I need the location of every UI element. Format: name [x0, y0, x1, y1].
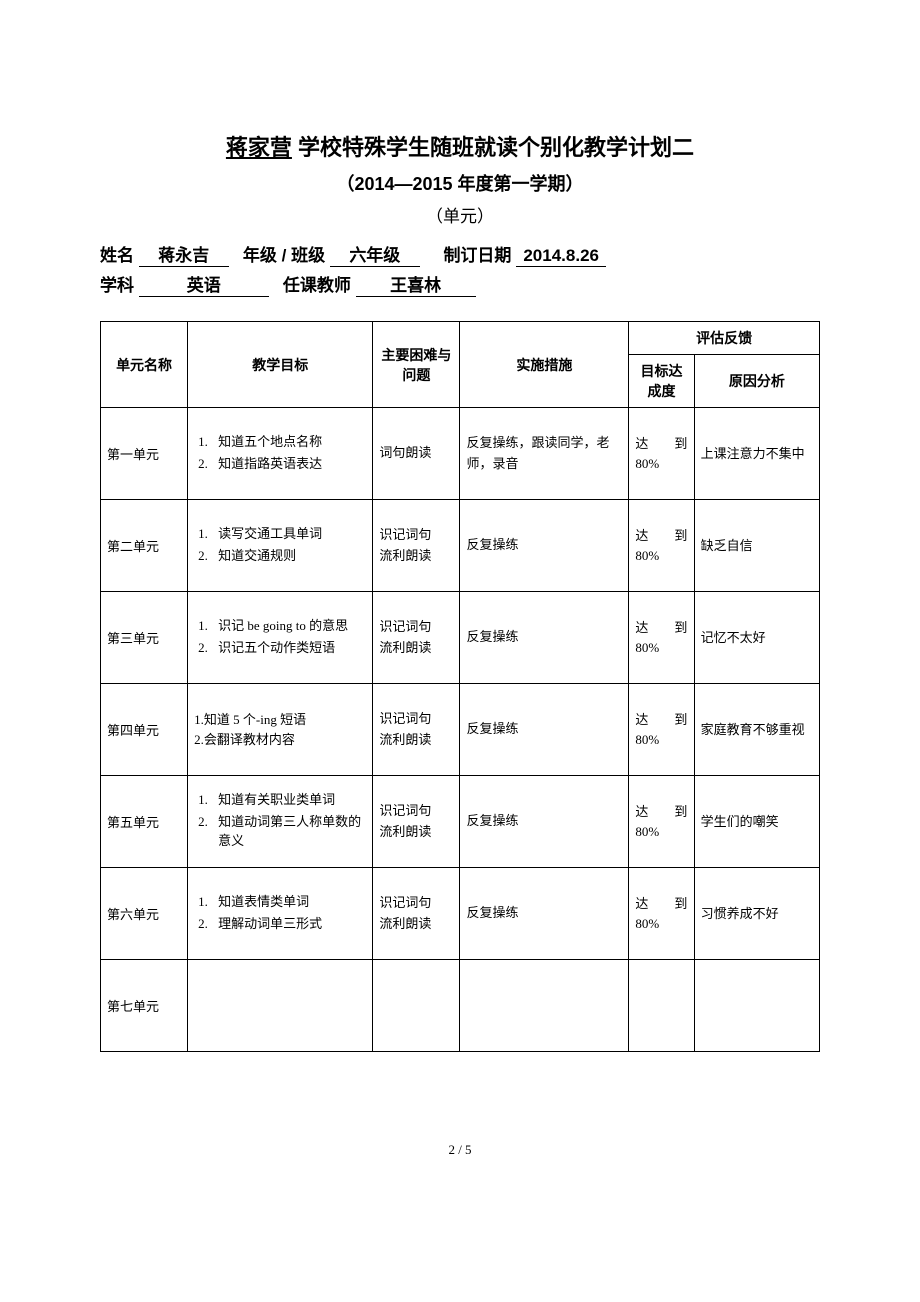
th-implementation: 实施措施 [460, 322, 629, 408]
subject-label: 学科 [100, 276, 134, 295]
cell-reason: 缺乏自信 [694, 500, 819, 592]
cell-unit: 第三单元 [101, 592, 188, 684]
table-row: 第四单元1.知道 5 个-ing 短语 2.会翻译教材内容识记词句 流利朗读反复… [101, 684, 820, 776]
cell-goals: 1.知道表情类单词2.理解动词单三形式 [188, 868, 373, 960]
cell-difficulty: 识记词句 流利朗读 [373, 500, 460, 592]
name-value: 蒋永吉 [139, 241, 229, 267]
cell-goals: 1.识记 be going to 的意思2.识记五个动作类短语 [188, 592, 373, 684]
cell-reason: 家庭教育不够重视 [694, 684, 819, 776]
th-achievement: 目标达成度 [629, 355, 694, 408]
cell-unit: 第七单元 [101, 960, 188, 1052]
cell-achievement: 达 到80% [629, 868, 694, 960]
cell-unit: 第五单元 [101, 776, 188, 868]
document-page: 蒋家营 学校特殊学生随班就读个别化教学计划二 （2014—2015 年度第一学期… [0, 0, 920, 1218]
teacher-label: 任课教师 [283, 276, 351, 295]
cell-difficulty: 识记词句 流利朗读 [373, 868, 460, 960]
cell-implementation: 反复操练 [460, 776, 629, 868]
school-name: 蒋家营 [226, 135, 292, 160]
cell-unit: 第二单元 [101, 500, 188, 592]
cell-implementation: 反复操练 [460, 684, 629, 776]
cell-reason: 学生们的嘲笑 [694, 776, 819, 868]
cell-implementation: 反复操练 [460, 500, 629, 592]
cell-unit: 第一单元 [101, 408, 188, 500]
table-body: 第一单元1.知道五个地点名称2.知道指路英语表达词句朗读反复操练，跟读同学，老师… [101, 408, 820, 1052]
cell-achievement: 达 到80% [629, 500, 694, 592]
cell-achievement: 达 到80% [629, 408, 694, 500]
table-row: 第六单元1.知道表情类单词2.理解动词单三形式识记词句 流利朗读反复操练达 到8… [101, 868, 820, 960]
cell-difficulty: 识记词句 流利朗读 [373, 684, 460, 776]
cell-goals: 1.知道五个地点名称2.知道指路英语表达 [188, 408, 373, 500]
name-label: 姓名 [100, 246, 134, 265]
cell-implementation: 反复操练 [460, 592, 629, 684]
table-row: 第五单元1.知道有关职业类单词2.知道动词第三人称单数的意义识记词句 流利朗读反… [101, 776, 820, 868]
cell-reason [694, 960, 819, 1052]
cell-goals [188, 960, 373, 1052]
cell-difficulty: 识记词句 流利朗读 [373, 776, 460, 868]
cell-difficulty: 词句朗读 [373, 408, 460, 500]
page-footer: 2 / 5 [100, 1142, 820, 1158]
cell-achievement: 达 到80% [629, 684, 694, 776]
table-row: 第三单元1.识记 be going to 的意思2.识记五个动作类短语识记词句 … [101, 592, 820, 684]
cell-goals: 1.读写交通工具单词2.知道交通规则 [188, 500, 373, 592]
cell-implementation: 反复操练，跟读同学，老师，录音 [460, 408, 629, 500]
cell-achievement: 达 到80% [629, 776, 694, 868]
unit-label: （单元） [100, 202, 820, 227]
th-goals: 教学目标 [188, 322, 373, 408]
cell-achievement [629, 960, 694, 1052]
table-row: 第二单元1.读写交通工具单词2.知道交通规则识记词句 流利朗读反复操练达 到80… [101, 500, 820, 592]
cell-difficulty: 识记词句 流利朗读 [373, 592, 460, 684]
grade-label: 年级 / 班级 [243, 246, 325, 265]
cell-achievement: 达 到80% [629, 592, 694, 684]
cell-implementation [460, 960, 629, 1052]
cell-goals: 1.知道 5 个-ing 短语 2.会翻译教材内容 [188, 684, 373, 776]
cell-unit: 第六单元 [101, 868, 188, 960]
date-value: 2014.8.26 [516, 246, 606, 267]
cell-unit: 第四单元 [101, 684, 188, 776]
table-row: 第七单元 [101, 960, 820, 1052]
grade-value: 六年级 [330, 241, 420, 267]
subject-value: 英语 [139, 271, 269, 297]
cell-difficulty [373, 960, 460, 1052]
cell-implementation: 反复操练 [460, 868, 629, 960]
semester-line: （2014—2015 年度第一学期） [100, 170, 820, 196]
th-unit: 单元名称 [101, 322, 188, 408]
teacher-value: 王喜林 [356, 271, 476, 297]
date-label: 制订日期 [443, 246, 511, 265]
th-reason: 原因分析 [694, 355, 819, 408]
cell-reason: 记忆不太好 [694, 592, 819, 684]
table-head: 单元名称 教学目标 主要困难与问题 实施措施 评估反馈 目标达成度 原因分析 [101, 322, 820, 408]
th-difficulty: 主要困难与问题 [373, 322, 460, 408]
info-line-2: 学科 英语 任课教师 王喜林 [100, 271, 820, 297]
th-feedback: 评估反馈 [629, 322, 820, 355]
cell-reason: 习惯养成不好 [694, 868, 819, 960]
info-line-1: 姓名 蒋永吉 年级 / 班级 六年级 制订日期 2014.8.26 [100, 241, 820, 267]
cell-reason: 上课注意力不集中 [694, 408, 819, 500]
table-row: 第一单元1.知道五个地点名称2.知道指路英语表达词句朗读反复操练，跟读同学，老师… [101, 408, 820, 500]
cell-goals: 1.知道有关职业类单词2.知道动词第三人称单数的意义 [188, 776, 373, 868]
page-title: 蒋家营 学校特殊学生随班就读个别化教学计划二 [100, 130, 820, 162]
plan-table: 单元名称 教学目标 主要困难与问题 实施措施 评估反馈 目标达成度 原因分析 第… [100, 321, 820, 1052]
title-rest: 学校特殊学生随班就读个别化教学计划二 [292, 135, 694, 160]
